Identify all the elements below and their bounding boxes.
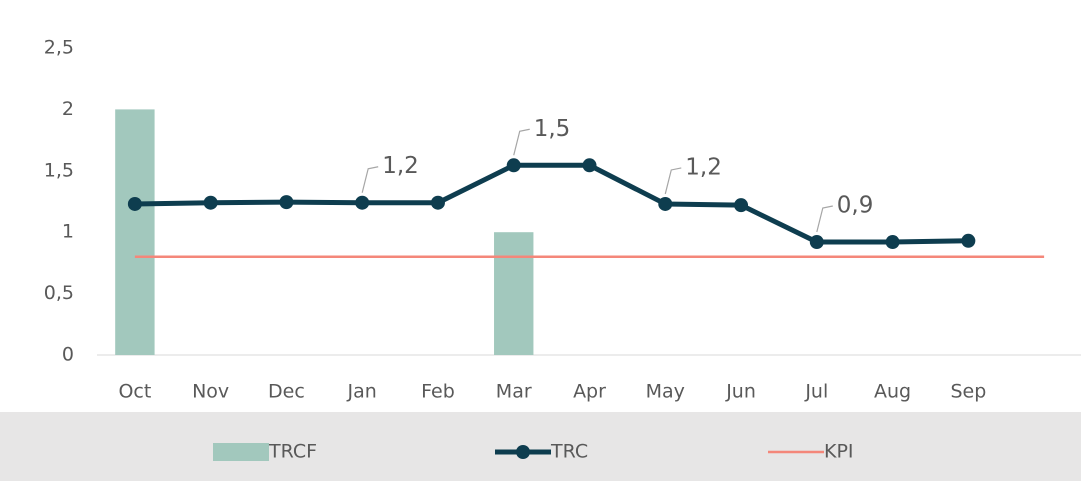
x-tick-label: Feb [421, 381, 455, 403]
data-label: 0,9 [837, 193, 874, 219]
line-marker [809, 235, 824, 250]
line [134, 162, 969, 245]
y-tick-label: 1 [62, 221, 74, 243]
line-marker [127, 196, 142, 211]
x-tick-label: Dec [268, 381, 305, 403]
leader-line [513, 128, 530, 156]
legend-label: TRC [550, 441, 588, 463]
legend-marker [516, 445, 530, 459]
bar [494, 232, 534, 355]
x-tick-label: Oct [118, 381, 151, 403]
data-label: 1,2 [685, 154, 722, 180]
leader-line [361, 166, 379, 193]
x-tick-label: Jul [804, 381, 828, 403]
line-marker [885, 235, 900, 250]
line-marker [279, 195, 294, 210]
y-tick-label: 2 [62, 98, 74, 120]
x-tick-label: Apr [573, 381, 606, 403]
legend-label: KPI [824, 441, 854, 463]
y-tick-label: 0 [62, 344, 74, 366]
leader-line [664, 167, 682, 195]
x-tick-label: Aug [874, 381, 911, 403]
x-tick-label: Mar [496, 381, 532, 403]
x-tick-label: Jan [347, 381, 377, 403]
line-marker [582, 158, 597, 173]
x-tick-label: Jun [725, 381, 756, 403]
data-label: 1,2 [382, 153, 419, 179]
line-marker [961, 233, 976, 248]
legend-label: TRCF [268, 441, 317, 463]
x-tick-label: Sep [950, 381, 986, 403]
line-marker [658, 196, 673, 211]
line-marker [430, 195, 445, 210]
line-marker [506, 158, 521, 173]
leader-line [816, 205, 833, 233]
data-label: 1,5 [534, 116, 571, 142]
y-tick-label: 2,5 [44, 37, 74, 59]
legend-band [0, 412, 1081, 481]
y-tick-label: 1,5 [44, 159, 74, 181]
line-marker [203, 195, 218, 210]
bar [115, 109, 155, 356]
line-marker [355, 195, 370, 210]
y-tick-label: 0,5 [44, 282, 74, 304]
x-tick-label: Nov [192, 381, 229, 403]
x-tick-label: May [646, 381, 685, 403]
line-marker [734, 198, 749, 213]
legend-swatch [213, 443, 269, 461]
